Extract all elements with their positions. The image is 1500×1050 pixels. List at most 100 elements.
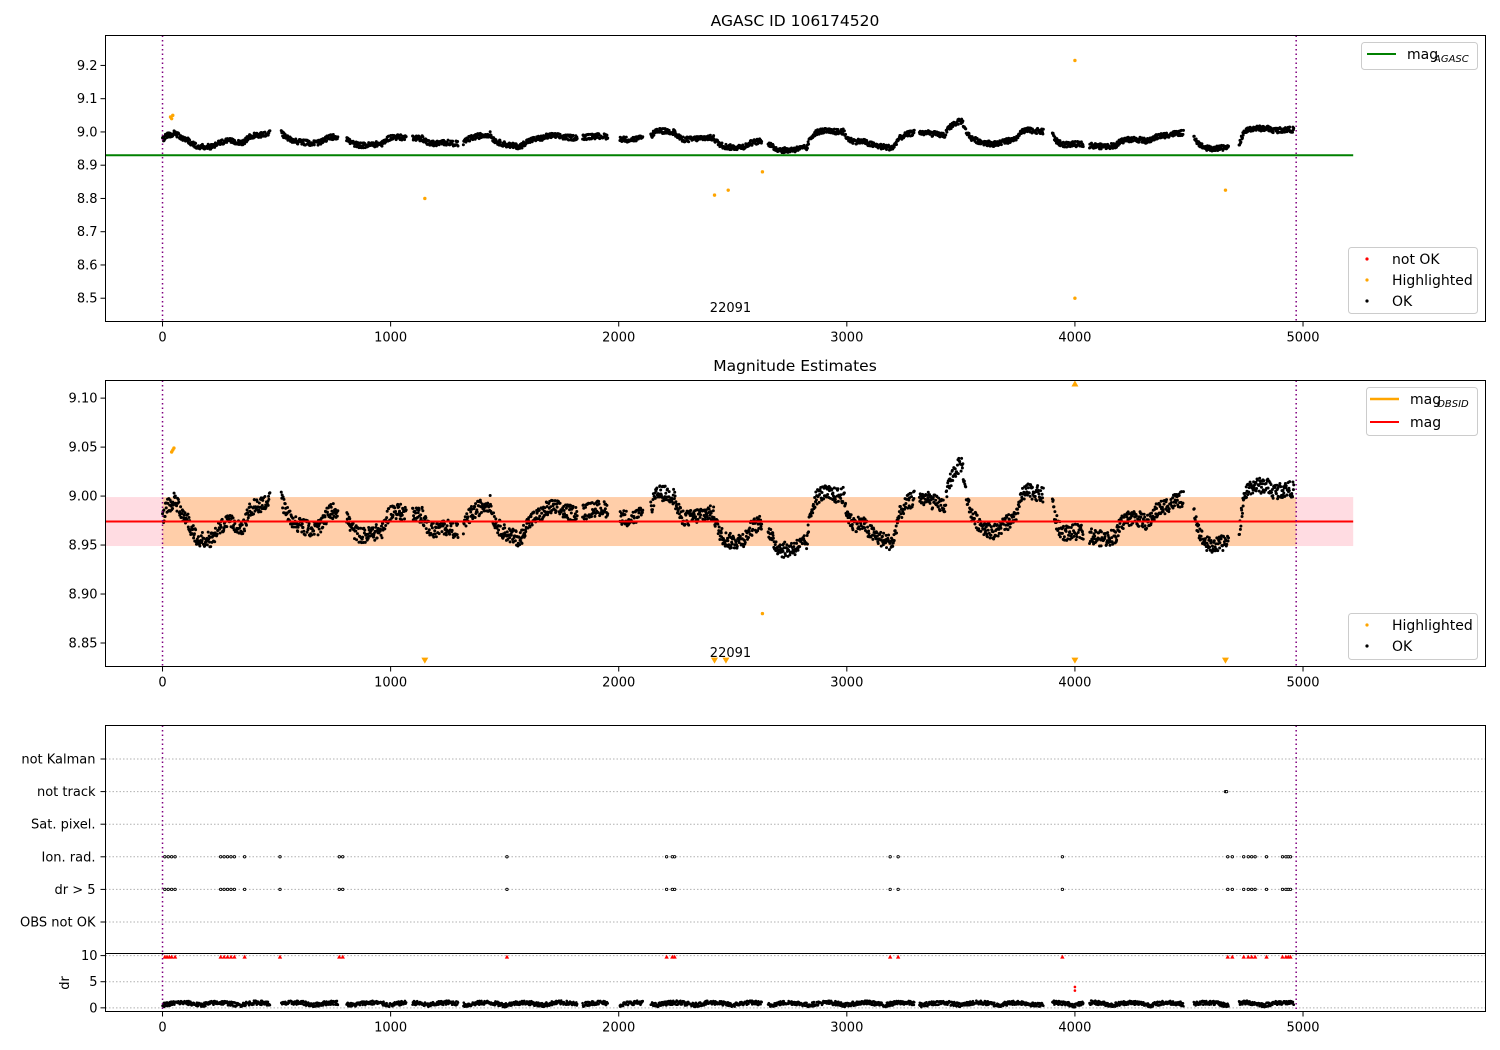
ok-point — [912, 128, 916, 132]
ok-point — [296, 530, 300, 534]
ok-point — [479, 510, 483, 514]
panel1-ytick-label: 8.9 — [77, 159, 98, 174]
ok-point — [1205, 549, 1209, 553]
ok-point — [173, 494, 177, 498]
ok-point — [240, 523, 244, 527]
ok-point — [996, 534, 1000, 538]
ok-point — [440, 530, 444, 534]
panel2-plot-area — [105, 380, 1354, 667]
ok-point — [1074, 538, 1078, 542]
ok-point — [712, 134, 716, 138]
ok-point — [489, 504, 493, 508]
ok-point — [183, 511, 187, 515]
ok-point — [1062, 535, 1066, 539]
ok-point — [680, 516, 684, 520]
ok-point — [336, 509, 340, 513]
ok-point — [489, 133, 493, 137]
panel1-xtick-label: 0 — [158, 331, 166, 346]
ok-point — [735, 544, 739, 548]
ok-point — [748, 526, 752, 530]
ok-point — [1033, 494, 1037, 498]
ok-point — [699, 513, 703, 517]
ok-point — [866, 525, 870, 529]
ok-point — [652, 504, 656, 508]
ok-point — [687, 140, 691, 144]
ok-point — [720, 527, 724, 531]
ok-point — [403, 517, 407, 521]
ok-point — [1027, 491, 1031, 495]
ok-point — [449, 524, 453, 528]
panel2-title: Magnitude Estimates — [713, 357, 877, 375]
ok-point — [1052, 505, 1056, 509]
ok-point — [1197, 523, 1201, 527]
legend-marker-ok — [1365, 299, 1369, 303]
ok-point — [575, 514, 579, 518]
ok-point — [1181, 132, 1185, 136]
ok-point — [796, 548, 800, 552]
ok-point — [719, 531, 723, 535]
ok-point — [951, 479, 955, 483]
ok-point — [562, 509, 566, 513]
ok-point — [750, 533, 754, 537]
ok-point — [367, 525, 371, 529]
ok-point — [1040, 492, 1044, 496]
ok-point — [186, 512, 190, 516]
ok-point — [597, 502, 601, 506]
ok-point — [1181, 128, 1185, 132]
ok-point — [850, 523, 854, 527]
ok-point — [1143, 515, 1147, 519]
ok-point — [1216, 549, 1220, 553]
ok-point — [637, 511, 641, 515]
ok-point — [1036, 484, 1040, 488]
ok-point — [641, 135, 645, 139]
ok-point — [312, 143, 316, 147]
ok-point — [793, 553, 797, 557]
ok-point — [427, 528, 431, 532]
ok-point — [1026, 486, 1030, 490]
ok-point — [188, 138, 192, 142]
ok-point — [241, 532, 245, 536]
ok-point — [1238, 527, 1242, 531]
ok-point — [724, 531, 728, 535]
ok-point — [1093, 534, 1097, 538]
ok-point — [698, 515, 702, 519]
ok-point — [911, 503, 915, 507]
ok-point — [417, 508, 421, 512]
ok-point — [747, 530, 751, 534]
ok-point — [605, 133, 609, 137]
ok-point — [1169, 500, 1173, 504]
ok-point — [528, 525, 532, 529]
ok-point — [1117, 529, 1121, 533]
ok-point — [494, 517, 498, 521]
ok-point — [822, 497, 826, 501]
panel1-y-axis: 8.58.68.78.88.99.09.19.2 — [77, 59, 106, 307]
ok-point — [1200, 142, 1204, 146]
ok-point — [356, 141, 360, 145]
ok-point — [882, 143, 886, 147]
ok-point — [291, 516, 295, 520]
ok-point — [1173, 504, 1177, 508]
ok-point — [989, 533, 993, 537]
ok-point — [1225, 542, 1229, 546]
ok-point — [1089, 530, 1093, 534]
ok-point — [450, 528, 454, 532]
ok-point — [1239, 140, 1243, 144]
ok-point — [518, 531, 522, 535]
ok-point — [807, 142, 811, 146]
ok-point — [872, 527, 876, 531]
ok-point — [502, 523, 506, 527]
ok-point — [1181, 490, 1185, 494]
ok-point — [1141, 522, 1145, 526]
ok-point — [172, 491, 176, 495]
ok-point — [432, 535, 436, 539]
ok-point — [233, 139, 237, 143]
ok-point — [817, 500, 821, 504]
ok-point — [1194, 515, 1198, 519]
ok-point — [355, 538, 359, 542]
ok-point — [431, 139, 435, 143]
ok-point — [820, 491, 824, 495]
ok-point — [649, 500, 653, 504]
legend-label-not-ok: not OK — [1392, 252, 1440, 268]
ok-point — [984, 529, 988, 533]
